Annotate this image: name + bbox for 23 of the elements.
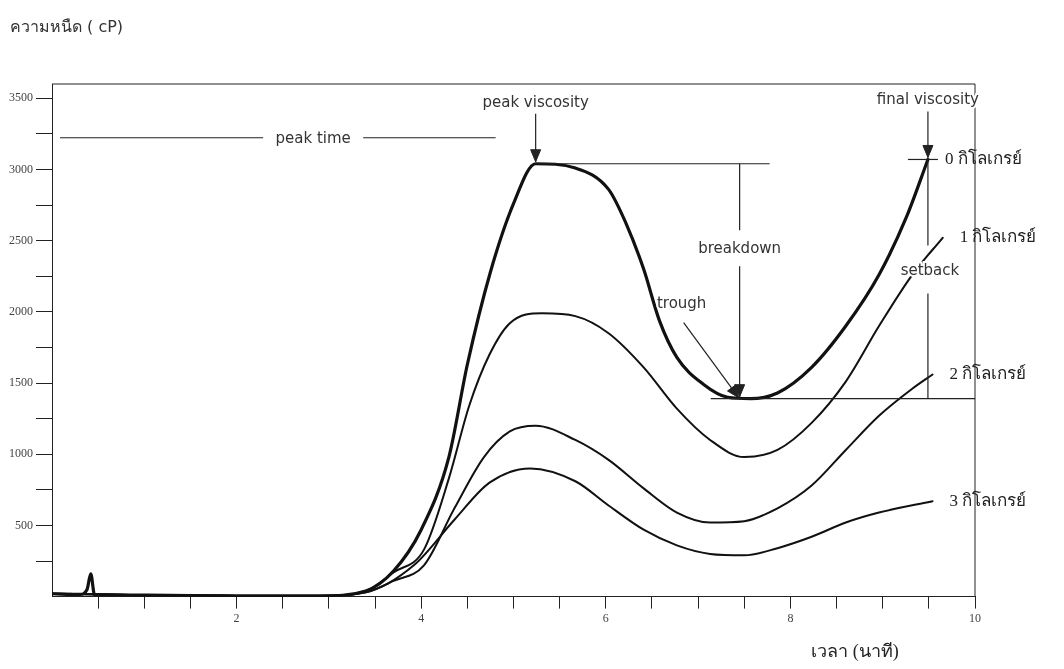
y-tick-label: 500 — [15, 517, 33, 532]
annotation: peak time — [275, 128, 351, 147]
annotation: trough — [656, 293, 707, 312]
x-tick-label: 8 — [787, 610, 794, 625]
y-tick-label: 3000 — [9, 161, 33, 176]
annotation: final viscosity — [876, 90, 980, 109]
y-axis-title: ความหนืด ( cP) — [10, 16, 124, 38]
y-tick-label: 2500 — [9, 232, 33, 247]
y-tick-label: 1000 — [9, 446, 33, 461]
series-label: 0 กิโลเกรย์ — [944, 147, 1022, 168]
y-tick-label: 1500 — [9, 375, 33, 390]
x-axis-title: เวลา (นาที) — [811, 640, 899, 663]
series-label: 1 กิโลเกรย์ — [959, 226, 1037, 247]
y-tick-label: 2000 — [9, 303, 33, 318]
series-label: 2 กิโลเกรย์ — [949, 362, 1027, 383]
annotation: breakdown — [698, 239, 782, 258]
x-tick-label: 10 — [969, 610, 981, 625]
series-label: 3 กิโลเกรย์ — [949, 489, 1027, 510]
x-tick-label: 6 — [602, 610, 609, 625]
x-tick-label: 2 — [233, 610, 240, 625]
x-tick-label: 4 — [418, 610, 425, 625]
y-tick-label: 3500 — [9, 90, 33, 105]
annotation: peak viscosity — [482, 92, 589, 111]
